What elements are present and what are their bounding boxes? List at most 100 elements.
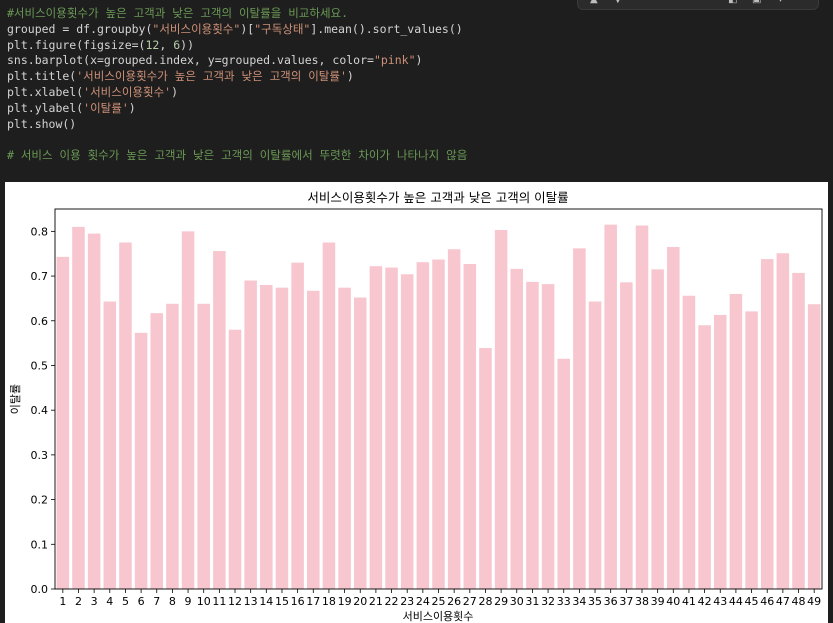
code-token: '서비스이용횟수가 높은 고객과 낮은 고객의 이탈률' (76, 69, 347, 84)
cell-toolbar: ▲ ▼ ◧ ▣ ▾ (577, 0, 819, 10)
x-tick-label: 24 (416, 595, 430, 608)
x-tick-label: 37 (619, 595, 633, 608)
code-token: plt.ylabel( (7, 100, 84, 115)
bar (56, 256, 70, 589)
bar (526, 281, 539, 589)
y-tick-label: 0.5 (31, 359, 49, 372)
bar (698, 325, 711, 589)
bar (197, 303, 210, 589)
x-tick-label: 13 (244, 595, 258, 608)
more-icon[interactable]: ▾ (778, 0, 783, 5)
x-tick-label: 46 (760, 595, 774, 608)
x-tick-label: 7 (153, 595, 160, 608)
bar (385, 267, 398, 589)
code-token: 6 (173, 37, 181, 52)
x-tick-label: 14 (259, 595, 273, 608)
bar (291, 262, 304, 589)
code-line: plt.figure(figsize=(12, 6)) (7, 38, 467, 54)
x-tick-label: 47 (776, 595, 790, 608)
x-tick-label: 48 (792, 595, 806, 608)
code-line: grouped = df.groupby("서비스이용횟수")["구독상태"].… (7, 22, 467, 38)
bar (682, 295, 696, 589)
x-tick-label: 31 (525, 595, 539, 608)
x-tick-label: 25 (432, 595, 446, 608)
code-cell[interactable]: ▲ ▼ ◧ ▣ ▾ #서비스이용횟수가 높은 고객과 낮은 고객의 이탈률을 비… (0, 0, 833, 178)
bar (729, 293, 743, 589)
bar (416, 262, 430, 589)
x-tick-label: 22 (385, 595, 399, 608)
y-axis-label: 이탈률 (9, 384, 22, 414)
code-editor[interactable]: #서비스이용횟수가 높은 고객과 낮은 고객의 이탈률을 비교하세요. group… (7, 6, 467, 164)
bar (213, 251, 226, 589)
cell-output: 서비스이용횟수가 높은 고객과 낮은 고객의 이탈률 0.0 0.1 0.2 0.3 0… (5, 182, 828, 623)
x-tick-label: 49 (807, 595, 821, 608)
code-token: sns.barplot(x=grouped.index, y=grouped.v… (7, 53, 374, 68)
arrow-up-icon[interactable]: ▲ (590, 0, 598, 5)
bar (667, 247, 680, 589)
bar (244, 280, 257, 589)
code-token: "서비스이용횟수" (152, 21, 241, 36)
y-tick-label: 0.0 (31, 583, 49, 596)
code-line: plt.show() (7, 117, 467, 133)
x-tick-label: 45 (745, 595, 759, 608)
x-tick-label: 26 (447, 595, 461, 608)
bar (541, 284, 555, 589)
code-token: plt.figure(figsize=( (7, 37, 146, 52)
bar (651, 269, 664, 589)
y-tick-label: 0.3 (31, 449, 49, 462)
code-token: ) (171, 84, 179, 99)
x-tick-label: 3 (91, 595, 98, 608)
code-token: '서비스이용횟수' (83, 84, 172, 99)
x-tick-label: 44 (729, 595, 743, 608)
x-tick-label: 42 (698, 595, 712, 608)
bar (557, 358, 570, 589)
x-tick-label: 38 (635, 595, 649, 608)
x-tick-label: 12 (228, 595, 242, 608)
bar (322, 242, 336, 589)
code-token: ) (415, 53, 423, 68)
bar (588, 301, 602, 589)
bar (353, 297, 367, 589)
code-token: )[ (240, 21, 255, 36)
code-token: "구독상태" (254, 21, 311, 36)
x-tick-label: 29 (494, 595, 508, 608)
chart-title: 서비스이용횟수가 높은 고객과 낮은 고객의 이탈률 (307, 190, 568, 205)
delete-icon[interactable]: ▣ (752, 0, 761, 5)
bar (807, 304, 821, 589)
arrow-down-icon[interactable]: ▼ (614, 0, 622, 5)
y-tick-label: 0.4 (31, 404, 49, 417)
x-tick-label: 19 (338, 595, 352, 608)
x-tick-label: 27 (463, 595, 477, 608)
x-tick-label: 6 (138, 595, 145, 608)
y-tick-label: 0.7 (31, 270, 49, 283)
x-tick-label: 21 (369, 595, 383, 608)
bar (494, 230, 508, 589)
x-tick-label: 2 (75, 595, 82, 608)
bar (307, 290, 320, 589)
code-token: ) (128, 100, 136, 115)
x-tick-label: 39 (651, 595, 665, 608)
code-line: # 서비스 이용 횟수가 높은 고객과 낮은 고객의 이탈률에서 뚜렷한 차이가… (7, 148, 467, 164)
y-tick-label: 0.2 (31, 494, 49, 507)
x-tick-label: 43 (713, 595, 727, 608)
bar (275, 287, 289, 589)
code-token: ].mean().sort_values() (310, 21, 463, 36)
x-tick-label: 32 (541, 595, 555, 608)
bar (400, 274, 414, 589)
save-icon[interactable]: ◧ (728, 0, 737, 5)
code-line: plt.title('서비스이용횟수가 높은 고객과 낮은 고객의 이탈률') (7, 69, 467, 85)
bar (134, 332, 148, 589)
x-tick-label: 15 (275, 595, 289, 608)
bar-chart: 서비스이용횟수가 높은 고객과 낮은 고객의 이탈률 0.0 0.1 0.2 0.3 0… (9, 190, 823, 623)
code-token: "pink" (373, 53, 416, 68)
code-token: plt.xlabel( (7, 84, 84, 99)
x-tick-label: 16 (291, 595, 305, 608)
x-tick-label: 11 (212, 595, 226, 608)
x-tick-label: 41 (682, 595, 696, 608)
bar (119, 242, 132, 589)
code-token: grouped = df.groupby( (7, 21, 153, 36)
x-tick-label: 20 (353, 595, 367, 608)
y-tick-label: 0.1 (31, 538, 49, 551)
x-tick-label: 9 (185, 595, 192, 608)
x-tick-label: 18 (322, 595, 336, 608)
